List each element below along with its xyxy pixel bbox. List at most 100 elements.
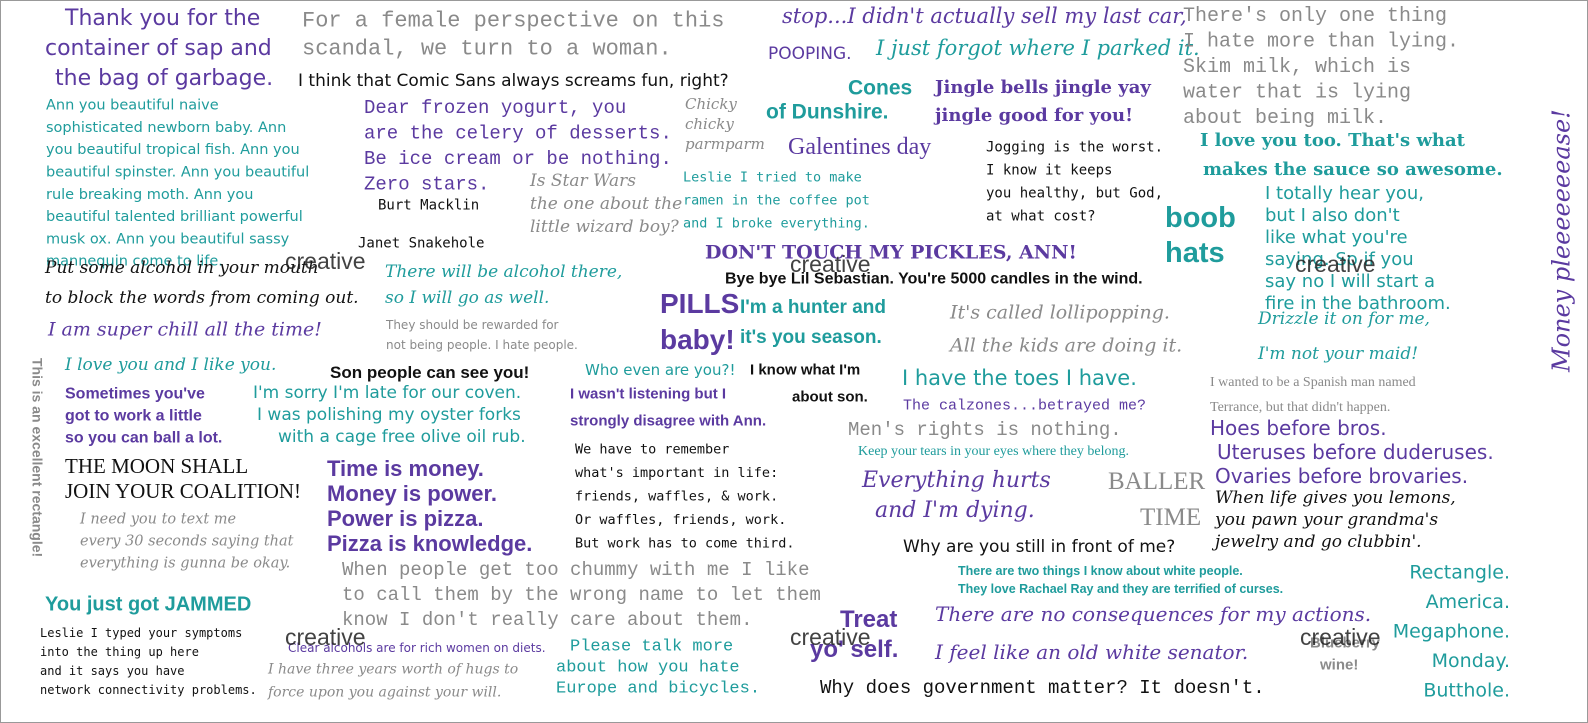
quote-line: I just forgot where I parked it. [875, 36, 1200, 60]
quote-line: know I don't really care about them. [342, 609, 752, 631]
quote-line: Please talk more [570, 637, 733, 656]
quote-line: and it says you have [40, 664, 185, 678]
quote-line: Leslie I tried to make [683, 170, 862, 186]
quote-line: at what cost? [986, 209, 1096, 225]
quote-line: so I will go as well. [385, 288, 549, 308]
quote-line: You just got JAMMED [45, 594, 251, 616]
quote-line: so you can ball a lot. [65, 429, 222, 446]
watermark: creative [1295, 251, 1376, 277]
quote-line: beautiful talented brilliant powerful [46, 209, 303, 225]
quote-line: For a female perspective on this [302, 8, 724, 33]
quote-line: There are two things I know about white … [958, 564, 1243, 578]
quote-line: Ovaries before brovaries. [1215, 464, 1468, 488]
quote-line: Drizzle it on for me, [1257, 309, 1430, 329]
quote-line: mannequin come to life. [46, 254, 223, 270]
quote-line: We have to remember [575, 442, 729, 458]
quote-line: Sometimes you've [65, 385, 205, 402]
quote-line: water that is lying [1183, 81, 1411, 104]
quote-line: I have the toes I have. [902, 366, 1137, 390]
quote-line: Power is pizza. [327, 506, 484, 531]
quote-line: every 30 seconds saying that [80, 534, 294, 550]
quote-line: This is an excellent rectangle! [30, 358, 46, 557]
quote-line: Men's rights is nothing. [848, 419, 1122, 441]
quote-line: Skim milk, which is [1183, 56, 1411, 79]
quote-line: Or waffles, friends, work. [575, 512, 786, 528]
quote-line: are the celery of desserts. [364, 122, 672, 144]
quote-line: I am super chill all the time! [47, 319, 322, 341]
quote-line: strongly disagree with Ann. [570, 412, 766, 429]
watermark: creative [790, 624, 871, 650]
quote-line: Burt Macklin [378, 198, 479, 214]
watermark: creative [285, 248, 366, 274]
quote-line: It's called lollipopping. [949, 302, 1170, 324]
quote-line: yo' self. [810, 636, 898, 663]
quote-line: Ann you beautiful naive [46, 98, 219, 114]
quote-line: you healthy, but God, [986, 186, 1163, 202]
quote-line: Put some alcohol in your mouth [44, 258, 319, 278]
quote-line: with a cage free olive oil rub. [278, 427, 526, 447]
quote-line: not being people. I hate people. [386, 338, 578, 352]
quote-line: ramen in the coffee pot [683, 193, 870, 209]
quote-line: jewelry and go clubbin'. [1211, 532, 1422, 552]
quote-line: saying. So if you [1265, 249, 1414, 270]
quote-line: to call them by the wrong name to let th… [342, 584, 821, 606]
quote-line: little wizard boy? [530, 217, 680, 237]
quote-line: into the thing up here [40, 645, 199, 659]
quote-line: what's important in life: [575, 465, 778, 481]
quote-line: I know what I'm [750, 361, 860, 378]
quote-line: PILLS [660, 288, 739, 319]
quote-line: I know it keeps [986, 163, 1112, 179]
quote-line: They should be rewarded for [385, 318, 559, 332]
quote-line: Clear alcohols are for rich women on die… [288, 641, 546, 655]
quote-line: I think that Comic Sans always screams f… [298, 71, 729, 91]
quote-line: force upon you against your will. [267, 685, 501, 701]
quote-line: got to work a little [65, 407, 202, 424]
quote-line: I wasn't listening but I [570, 385, 726, 402]
quote-line: jingle good for you! [933, 105, 1133, 126]
quote-line: There will be alcohol there, [385, 262, 622, 282]
quote-line: chicky [685, 115, 734, 133]
quote-line: Money is power. [327, 481, 497, 506]
quote-line: everything is gunna be okay. [80, 556, 290, 572]
quote-line: Jingle bells jingle yay [933, 77, 1151, 98]
quote-line: you pawn your grandma's [1214, 510, 1438, 530]
quote-line: wine! [1319, 656, 1358, 673]
quote-line: network connectivity problems. [40, 683, 257, 697]
quote-line: makes the sauce so awesome. [1203, 159, 1503, 180]
watermark: creative [285, 624, 366, 650]
quote-line: fire in the bathroom. [1265, 293, 1451, 314]
quote-line: TIME [1140, 504, 1201, 531]
quote-line: BALLER [1108, 468, 1206, 495]
quote-line: Bye bye Lil Sebastian. You're 5000 candl… [725, 270, 1143, 287]
quote-line: it's you season. [740, 327, 882, 348]
quote-line: but I also don't [1265, 205, 1400, 226]
quote-line: and I broke everything. [683, 216, 870, 232]
quote-line: about how you hate [556, 658, 740, 677]
quote-line: I hate more than lying. [1183, 30, 1459, 53]
quote-line: Is Star Wars [529, 171, 636, 191]
quote-line: scandal, we turn to a woman. [302, 36, 672, 61]
quote-line: Janet Snakehole [358, 236, 484, 252]
quote-line: beautiful spinster. Ann you beautiful [46, 164, 309, 180]
quote-line: sophisticated newborn baby. Ann [46, 120, 286, 136]
quote-line: Terrance, but that didn't happen. [1210, 400, 1390, 415]
quote-line: The calzones...betrayed me? [903, 398, 1146, 415]
quote-line: Time is money. [327, 456, 484, 481]
quote-line: Jogging is the worst. [986, 140, 1163, 156]
quote-line: When life gives you lemons, [1215, 488, 1456, 508]
quote-line: musk ox. Ann you beautiful sassy [46, 231, 290, 247]
quote-line: Megaphone. [1393, 621, 1510, 643]
quote-line: you beautiful tropical fish. Ann you [46, 142, 300, 158]
quote-line: Monday. [1432, 650, 1510, 672]
quote-line: baby! [660, 324, 735, 355]
watermark: creative [790, 251, 871, 277]
quote-line: America. [1426, 591, 1510, 613]
quote-line: They love Rachael Ray and they are terri… [958, 582, 1283, 596]
quote-line: Leslie I typed your symptoms [40, 626, 242, 640]
quote-line: Be ice cream or be nothing. [364, 148, 672, 170]
quote-line: There's only one thing [1183, 5, 1447, 28]
quote-line: Everything hurts [861, 468, 1051, 493]
quote-line: I'm not your maid! [1257, 344, 1418, 364]
quote-line: about son. [792, 388, 868, 405]
